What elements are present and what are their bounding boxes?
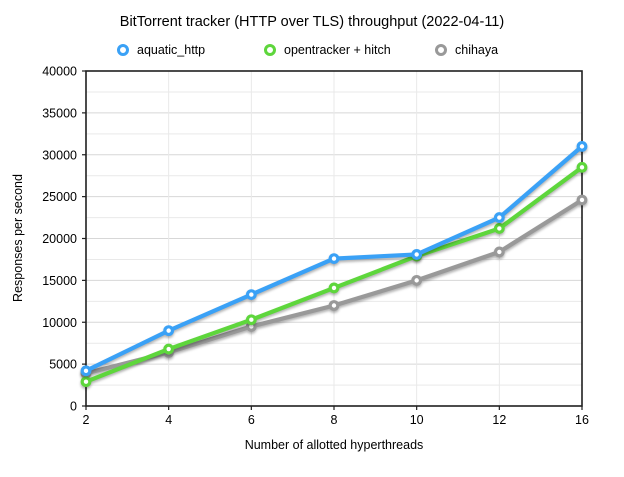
data-point-marker-hole: [249, 292, 254, 297]
y-tick-label: 40000: [42, 65, 77, 79]
series-aquatic-http: [80, 140, 588, 377]
x-tick-label: 4: [165, 413, 172, 427]
data-point-marker-hole: [497, 249, 502, 255]
y-tick-label: 10000: [42, 316, 77, 330]
data-point-marker-hole: [497, 215, 502, 220]
legend-item-chihaya: chihaya: [435, 43, 498, 57]
data-point-marker-hole: [579, 197, 585, 203]
chart-title: BitTorrent tracker (HTTP over TLS) throu…: [119, 14, 505, 30]
x-tick-label: 6: [248, 413, 255, 427]
data-point-marker-hole: [249, 317, 254, 322]
x-tick-label: 8: [331, 413, 338, 427]
x-axis-title: Number of allotted hyperthreads: [244, 438, 424, 452]
legend-label: aquatic_http: [137, 43, 206, 57]
y-tick-label: 5000: [49, 358, 77, 372]
legend-marker-icon: [117, 44, 129, 56]
legend-item-opentracker-hitch: opentracker + hitch: [264, 43, 391, 57]
data-point-marker-hole: [579, 144, 585, 149]
data-point-marker-hole: [83, 379, 89, 384]
y-axis-title: Responses per second: [11, 174, 25, 302]
y-tick-label: 35000: [42, 106, 77, 120]
legend-label: opentracker + hitch: [284, 43, 391, 57]
data-point-marker-hole: [414, 278, 419, 283]
y-tick-label: 25000: [42, 190, 77, 204]
y-tick-label: 20000: [42, 232, 77, 246]
data-point-marker-hole: [497, 226, 502, 231]
data-point-marker-hole: [249, 324, 254, 329]
x-tick-label: 12: [492, 413, 506, 427]
legend-marker-icon: [435, 44, 447, 56]
data-point-marker-hole: [83, 368, 89, 374]
x-tick-label: 10: [410, 413, 424, 427]
legend-marker-icon: [264, 44, 276, 56]
legend-label: chihaya: [455, 43, 499, 57]
data-point-marker-hole: [414, 252, 419, 257]
x-tick-label: 16: [575, 413, 589, 427]
data-point-marker-hole: [166, 346, 171, 352]
y-tick-label: 0: [70, 400, 77, 414]
y-tick-label: 15000: [42, 274, 77, 288]
data-point-marker-hole: [579, 165, 585, 170]
data-point-marker-hole: [331, 285, 337, 291]
data-point-marker-hole: [331, 303, 337, 308]
data-point-marker-hole: [166, 328, 171, 333]
data-point-marker-hole: [331, 256, 337, 261]
legend-item-aquatic-http: aquatic_http: [117, 43, 205, 57]
x-tick-label: 2: [83, 413, 90, 427]
y-tick-label: 30000: [42, 148, 77, 162]
